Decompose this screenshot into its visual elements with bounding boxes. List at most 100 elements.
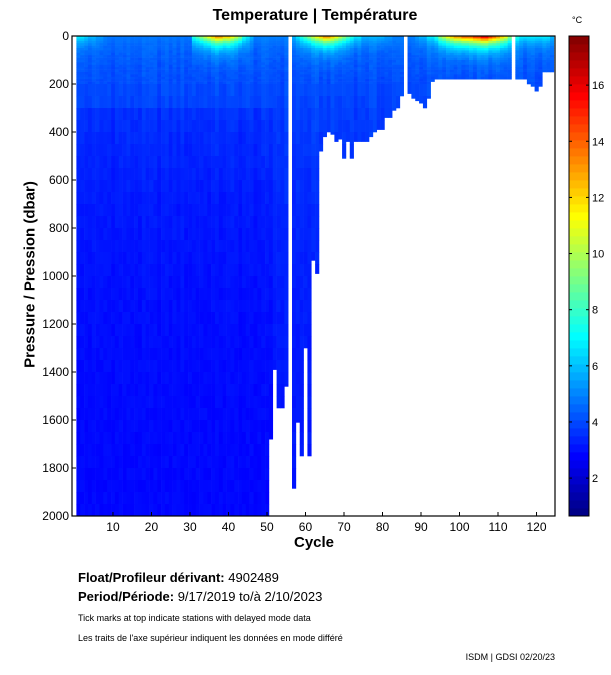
heatmap-cell — [122, 120, 127, 133]
heatmap-cell — [111, 57, 116, 61]
heatmap-cell — [222, 67, 227, 70]
heatmap-cell — [111, 360, 116, 373]
heatmap-cell — [134, 348, 139, 361]
heatmap-cell — [238, 40, 243, 44]
heatmap-cell — [415, 64, 420, 68]
heatmap-cell — [538, 57, 543, 61]
heatmap-cell — [195, 264, 200, 277]
heatmap-cell — [384, 52, 389, 56]
heatmap-cell — [180, 468, 185, 481]
heatmap-cell — [191, 216, 197, 229]
heatmap-cell — [111, 396, 116, 409]
heatmap-cell — [534, 67, 539, 70]
heatmap-cell — [215, 180, 220, 193]
heatmap-cell — [276, 96, 281, 109]
heatmap-cell — [446, 48, 451, 51]
heatmap-cell — [184, 204, 189, 217]
heatmap-cell — [157, 336, 162, 349]
heatmap-cell — [361, 74, 366, 78]
heatmap-cell — [145, 468, 150, 481]
heatmap-cell — [215, 192, 220, 205]
heatmap-cell — [149, 192, 154, 205]
heatmap-cell — [284, 156, 289, 169]
heatmap-cell — [526, 45, 532, 49]
heatmap-cell — [253, 204, 258, 217]
heatmap-cell — [238, 432, 243, 445]
heatmap-cell — [168, 52, 173, 56]
heatmap-cell — [469, 69, 474, 73]
heatmap-cell — [149, 48, 154, 51]
heatmap-cell — [345, 76, 351, 80]
y-tick-label: 1400 — [42, 365, 69, 379]
heatmap-cell — [215, 67, 220, 70]
heatmap-cell — [114, 38, 120, 42]
heatmap-cell — [195, 252, 200, 265]
colorbar-segment — [569, 212, 589, 221]
heatmap-cell — [411, 50, 416, 54]
heatmap-cell — [234, 228, 239, 241]
heatmap-cell — [461, 43, 466, 46]
heatmap-cell — [326, 120, 331, 133]
heatmap-cell — [122, 228, 127, 241]
heatmap-cell — [164, 504, 170, 517]
heatmap-cell — [76, 144, 81, 157]
heatmap-cell — [203, 456, 208, 469]
heatmap-cell — [184, 432, 189, 445]
heatmap-cell — [195, 480, 200, 493]
heatmap-cell — [245, 372, 250, 385]
heatmap-cell — [230, 228, 235, 241]
heatmap-cell — [111, 76, 116, 80]
heatmap-cell — [222, 252, 227, 265]
heatmap-cell — [507, 50, 512, 54]
heatmap-cell — [191, 69, 197, 73]
heatmap-cell — [415, 40, 420, 44]
heatmap-cell — [257, 96, 262, 109]
heatmap-cell — [84, 288, 89, 301]
heatmap-cell — [299, 192, 304, 205]
heatmap-cell — [407, 45, 412, 49]
heatmap-cell — [303, 55, 308, 58]
heatmap-cell — [334, 62, 339, 66]
heatmap-cell — [153, 252, 158, 265]
heatmap-cell — [388, 67, 393, 70]
heatmap-cell — [303, 336, 308, 349]
heatmap-cell — [107, 396, 112, 409]
heatmap-cell — [280, 312, 285, 325]
heatmap-cell — [87, 74, 93, 78]
heatmap-cell — [191, 228, 197, 241]
heatmap-cell — [449, 72, 455, 75]
heatmap-cell — [292, 348, 297, 361]
heatmap-cell — [295, 57, 301, 61]
heatmap-cell — [172, 79, 177, 82]
heatmap-cell — [503, 50, 508, 54]
heatmap-cell — [145, 396, 150, 409]
heatmap-cell — [542, 48, 547, 51]
colorbar-segment — [569, 236, 589, 245]
heatmap-cell — [195, 43, 200, 46]
heatmap-cell — [107, 72, 112, 75]
heatmap-cell — [241, 360, 247, 373]
heatmap-cell — [284, 372, 289, 385]
heatmap-cell — [199, 108, 204, 121]
heatmap-cell — [318, 57, 324, 61]
heatmap-cell — [188, 72, 193, 75]
heatmap-cell — [365, 48, 370, 51]
heatmap-cell — [365, 84, 370, 97]
heatmap-cell — [546, 50, 551, 54]
heatmap-cell — [496, 60, 501, 63]
heatmap-cell — [107, 336, 112, 349]
heatmap-cell — [299, 52, 304, 56]
heatmap-cell — [207, 204, 212, 217]
heatmap-cell — [442, 43, 447, 46]
heatmap-cell — [84, 62, 89, 66]
heatmap-cell — [446, 62, 451, 66]
heatmap-cell — [399, 43, 404, 46]
heatmap-cell — [276, 144, 281, 157]
heatmap-cell — [222, 420, 227, 433]
heatmap-cell — [449, 57, 455, 61]
heatmap-cell — [322, 43, 327, 46]
heatmap-cell — [530, 48, 535, 51]
heatmap-cell — [496, 45, 501, 49]
heatmap-cell — [523, 76, 528, 80]
heatmap-cell — [307, 40, 312, 44]
